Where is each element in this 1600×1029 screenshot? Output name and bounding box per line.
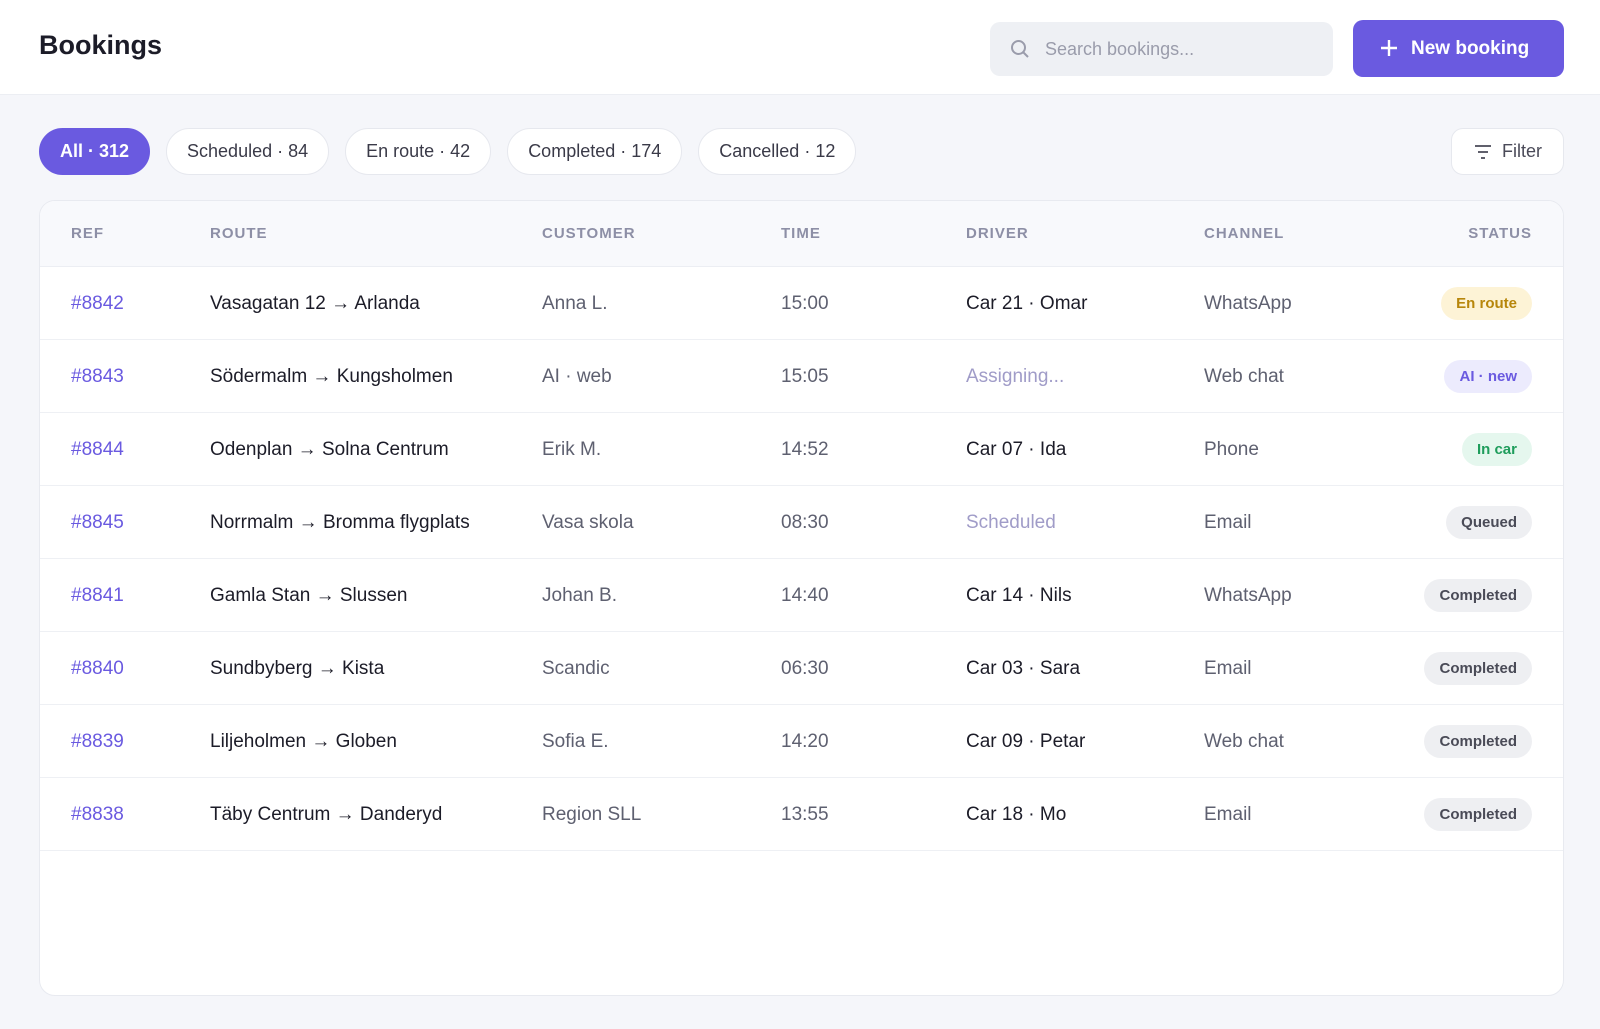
channel: Email [1204,804,1252,825]
column-header: TIME [781,225,821,242]
page-title: Bookings [39,30,163,60]
ref[interactable]: #8845 [71,512,124,533]
status-badge: Completed [1424,652,1532,685]
booking-row[interactable]: #8842 Vasagatan 12 → Arlanda Anna L. 15:00 C… [40,267,1563,340]
route: Norrmalm → Bromma flygplats [210,512,470,533]
channel: WhatsApp [1204,293,1292,314]
ref[interactable]: #8838 [71,804,124,825]
status-badge: AI · new [1444,360,1532,393]
time: 06:30 [781,658,829,679]
ref[interactable]: #8841 [71,585,124,606]
customer: Erik M. [542,439,602,460]
channel: WhatsApp [1204,585,1292,606]
booking-row[interactable]: #8841 Gamla Stan → Slussen Johan B. 14:40 Ca… [40,559,1563,632]
channel: Email [1204,512,1252,533]
time: 14:20 [781,731,829,752]
booking-row[interactable]: #8843 Södermalm → Kungsholmen AI · web 15:0… [40,340,1563,413]
time: 14:40 [781,585,829,606]
table-header: REF ROUTE CUSTOMER TIME DRIVER CHANNEL STATUS [40,201,1563,267]
header: Bookings Search bookings... New booking [0,0,1600,95]
route: Sundbyberg → Kista [210,658,385,679]
status-tab[interactable]: Cancelled · 12 [698,128,857,175]
customer: AI · web [542,366,612,387]
column-header: STATUS [1468,225,1532,242]
booking-row[interactable]: #8838 Täby Centrum → Danderyd Region SLL 13… [40,778,1563,851]
route: Liljeholmen → Globen [210,731,397,752]
status-badge: Completed [1424,579,1532,612]
filter-label: Filter [1502,141,1542,161]
search-input[interactable]: Search bookings... [990,22,1333,76]
ref[interactable]: #8843 [71,366,124,387]
status-badge: Completed [1424,725,1532,758]
route: Gamla Stan → Slussen [210,585,408,606]
booking-row[interactable]: #8845 Norrmalm → Bromma flygplats Vasa sko… [40,486,1563,559]
customer: Johan B. [542,585,617,606]
new-booking-label: New booking [1411,38,1530,59]
column-header: CUSTOMER [542,225,636,242]
channel: Email [1204,658,1252,679]
channel: Phone [1204,439,1259,460]
search-placeholder: Search bookings... [1045,39,1195,59]
filter-button[interactable]: Filter [1451,128,1564,175]
driver: Car 18 · Mo [966,804,1067,825]
driver: Car 03 · Sara [966,658,1081,679]
customer: Region SLL [542,804,642,825]
time: 14:52 [781,439,829,460]
status-tab[interactable]: En route · 42 [345,128,492,175]
driver: Scheduled [966,512,1056,533]
ref[interactable]: #8844 [71,439,124,460]
booking-row[interactable]: #8840 Sundbyberg → Kista Scandic 06:30 Car 0… [40,632,1563,705]
driver: Assigning... [966,366,1065,387]
route: Södermalm → Kungsholmen [210,366,453,387]
channel: Web chat [1204,731,1284,752]
status-tab[interactable]: Completed · 174 [507,128,683,175]
time: 08:30 [781,512,829,533]
status-badge: Completed [1424,798,1532,831]
route: Täby Centrum → Danderyd [210,804,443,825]
plus-icon [1381,40,1397,56]
route: Vasagatan 12 → Arlanda [210,293,420,314]
customer: Vasa skola [542,512,634,533]
driver: Car 14 · Nils [966,585,1072,606]
driver: Car 09 · Petar [966,731,1086,752]
ref[interactable]: #8839 [71,731,124,752]
driver: Car 21 · Omar [966,293,1088,314]
channel: Web chat [1204,366,1284,387]
status-tabs: All · 312 Scheduled · 84 En route · 42 Comp… [39,128,857,175]
status-badge: En route [1441,287,1532,320]
customer: Scandic [542,658,610,679]
new-booking-button[interactable]: New booking [1353,20,1564,77]
bookings-table: REF ROUTE CUSTOMER TIME DRIVER CHANNEL STATUS … [39,200,1564,996]
column-header: CHANNEL [1204,225,1285,242]
search-icon [1011,40,1029,58]
customer: Sofia E. [542,731,609,752]
ref[interactable]: #8840 [71,658,124,679]
booking-row[interactable]: #8844 Odenplan → Solna Centrum Erik M. 14:5… [40,413,1563,486]
booking-row[interactable]: #8839 Liljeholmen → Globen Sofia E. 14:20 Ca… [40,705,1563,778]
column-header: DRIVER [966,225,1029,242]
status-badge: Queued [1446,506,1532,539]
ref[interactable]: #8842 [71,293,124,314]
time: 15:05 [781,366,829,387]
status-tab[interactable]: All · 312 [39,128,151,175]
route: Odenplan → Solna Centrum [210,439,449,460]
column-header: REF [71,225,104,242]
status-tab[interactable]: Scheduled · 84 [166,128,330,175]
driver: Car 07 · Ida [966,439,1067,460]
customer: Anna L. [542,293,608,314]
filter-icon [1475,145,1491,159]
status-badge: In car [1461,433,1532,466]
time: 13:55 [781,804,829,825]
time: 15:00 [781,293,829,314]
column-header: ROUTE [210,225,268,242]
